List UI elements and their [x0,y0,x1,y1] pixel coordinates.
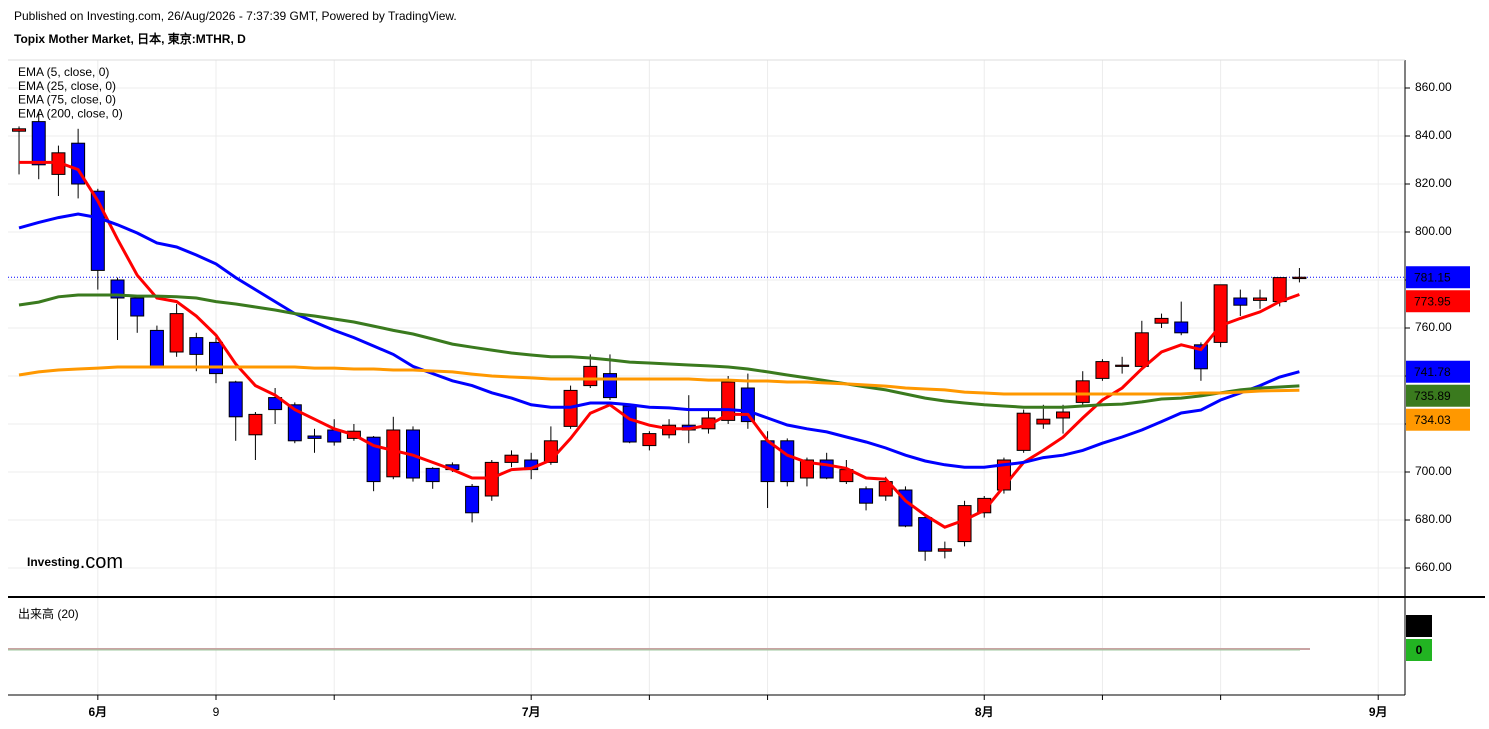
price-label: 773.95 [1414,294,1451,308]
volume-title: 出来高 (20) [18,606,79,621]
candle-body [799,459,814,479]
candle-body [1036,418,1051,425]
candle-body [1174,321,1189,334]
chart-title: Topix Mother Market, 日本, 東京:MTHR, D [14,31,246,46]
candle-body [1075,380,1090,403]
candle-body [12,128,27,132]
y-tick-label: 800.00 [1415,224,1452,238]
logo-word: Investing [27,555,80,569]
price-box [1406,290,1470,313]
candle-body [425,467,440,483]
x-tick-label: 8月 [975,705,994,719]
candle-body [1292,276,1307,280]
candle-body [878,481,893,497]
y-tick-label: 760.00 [1415,320,1452,334]
candle-body [90,190,105,271]
candle-body [130,297,145,317]
candle-body [918,517,933,552]
candle-body [1213,284,1228,343]
y-tick-label: 660.00 [1415,560,1452,574]
candle-body [1115,364,1130,367]
candle-body [169,313,184,353]
candle-body [327,429,342,443]
candle-body [31,121,46,166]
candle-body [366,436,381,483]
candle-body [386,429,401,478]
y-tick-label: 700.00 [1415,464,1452,478]
candle-body [1272,277,1287,303]
candle-body [149,329,164,367]
x-tick-label: 6月 [88,705,107,719]
candle-body [780,440,795,483]
candle-body [1134,332,1149,367]
candle-body [957,505,972,543]
y-tick-label: 860.00 [1415,80,1452,94]
candle-body [1056,411,1071,419]
candle-body [622,405,637,443]
candle-body [1154,317,1169,324]
ema-line [18,365,1300,396]
candle-body [1016,412,1031,451]
legend-entry: EMA (75, close, 0) [18,93,116,107]
candle-body [307,435,322,439]
candle-body [583,365,598,387]
candle-body [642,433,657,447]
ema-line [18,293,1300,409]
volume-ma-box [1406,639,1432,661]
candle-body [859,488,874,504]
y-tick-label: 680.00 [1415,512,1452,526]
candle-body [189,337,204,355]
candle-body [760,440,775,483]
y-tick-label: 840.00 [1415,128,1452,142]
candle-body [1253,297,1268,301]
volume-ma-value: 0 [1416,643,1423,657]
candle-body [209,341,224,375]
candle-body [248,413,263,436]
published-note: Published on Investing.com, 26/Aug/2026 … [14,9,457,23]
candle-body [268,397,283,411]
ema-line [19,160,1300,529]
candle-body [701,417,716,430]
candle-body [977,497,992,514]
candle-body [228,381,243,418]
price-box [1406,408,1470,431]
price-label: 741.78 [1414,365,1451,379]
price-box [1406,360,1470,383]
x-tick-label: 9月 [1369,705,1388,719]
candle-body [937,548,952,552]
price-box [1406,266,1470,289]
volume-box [1406,615,1432,637]
legend-entry: EMA (5, close, 0) [18,65,109,79]
volume-value: 0 [1416,619,1423,633]
candle-body [602,373,617,399]
candle-body [465,485,480,514]
candle-body [1095,361,1110,379]
price-label: 735.89 [1414,389,1451,403]
x-tick-label: 9 [213,705,220,719]
candle-body [1233,297,1248,306]
price-label: 734.03 [1414,413,1451,427]
legend-entry: EMA (200, close, 0) [18,106,123,120]
candle-body [287,404,302,442]
price-box [1406,384,1470,407]
logo-suffix: .com [80,551,123,573]
candle-body [1193,344,1208,370]
candle-body [819,459,834,479]
y-tick-label: 820.00 [1415,176,1452,190]
candle-body [504,454,519,463]
logo: Investing.com [27,551,123,573]
x-tick-label: 7月 [522,705,541,719]
price-label: 781.15 [1414,270,1451,284]
ema-line [18,212,1300,469]
legend-entry: EMA (25, close, 0) [18,79,116,93]
